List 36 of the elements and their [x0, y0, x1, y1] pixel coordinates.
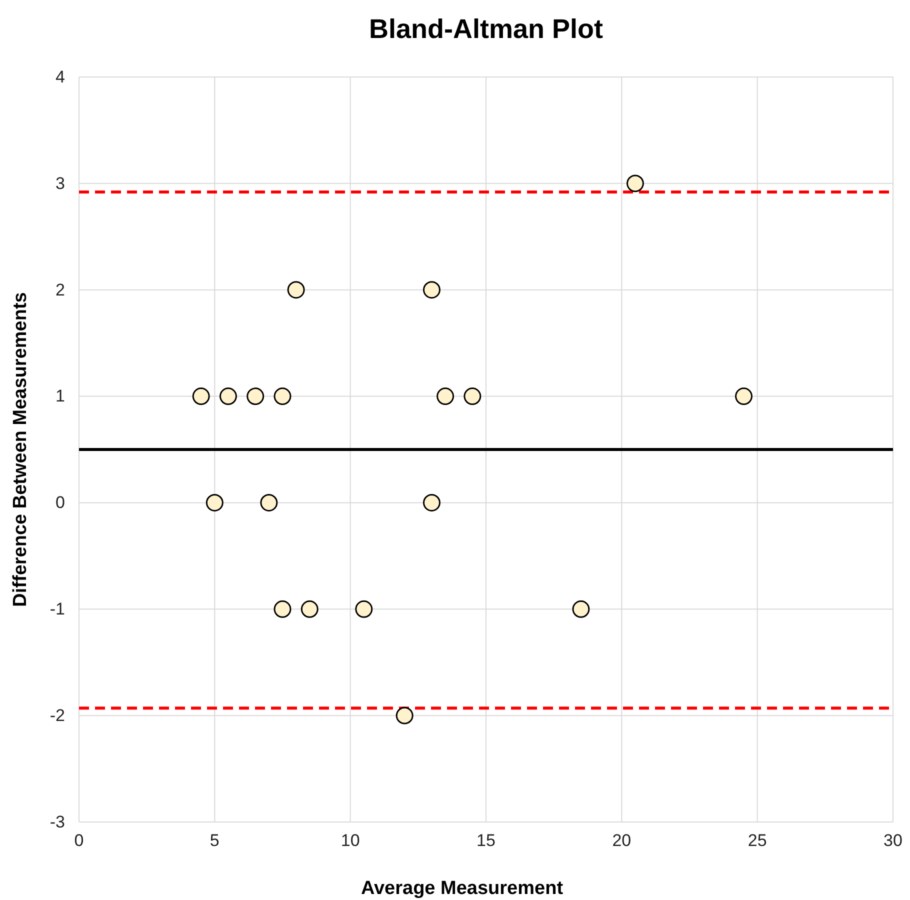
- point: [355, 600, 373, 618]
- point: [396, 706, 414, 724]
- y-tick-label: -3: [50, 812, 65, 832]
- y-tick-label: 4: [56, 67, 65, 86]
- point: [206, 494, 224, 512]
- x-tick-label: 5: [210, 831, 220, 850]
- point: [274, 600, 292, 618]
- y-tick-label: -2: [50, 706, 65, 726]
- x-tick-label: 25: [748, 831, 767, 850]
- point: [423, 281, 440, 299]
- y-tick-label: 2: [56, 280, 65, 300]
- y-tick-label: -1: [50, 600, 65, 619]
- point: [436, 388, 454, 405]
- y-tick-label: 3: [56, 174, 65, 193]
- x-tick-label: 15: [476, 831, 496, 850]
- y-axis-title: Difference Between Measurements: [10, 292, 31, 607]
- y-tick-label: 1: [56, 386, 65, 406]
- point: [246, 388, 264, 405]
- point: [287, 281, 305, 299]
- point: [220, 388, 237, 405]
- chart-title: Bland-Altman Plot: [369, 14, 604, 44]
- point: [423, 494, 440, 512]
- x-tick-label: 10: [340, 831, 360, 850]
- point: [626, 174, 644, 192]
- point: [300, 600, 318, 618]
- x-tick-label: 0: [74, 831, 84, 850]
- y-tick-label: 0: [56, 493, 65, 512]
- point: [274, 388, 292, 405]
- point: [260, 494, 278, 512]
- point: [192, 388, 210, 405]
- x-tick-label: 30: [884, 831, 902, 850]
- point: [572, 600, 590, 618]
- point: [464, 388, 482, 405]
- point: [735, 388, 752, 405]
- x-axis-title: Average Measurement: [360, 878, 564, 899]
- x-tick-label: 20: [612, 831, 632, 850]
